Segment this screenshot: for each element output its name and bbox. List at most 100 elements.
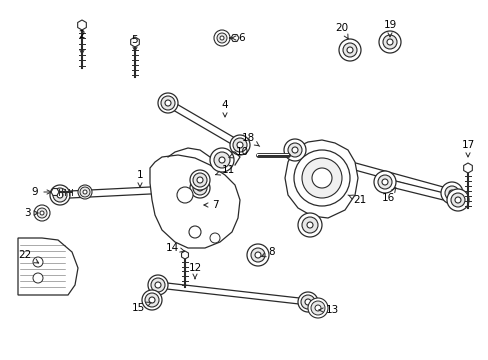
Circle shape bbox=[151, 278, 164, 292]
Circle shape bbox=[254, 252, 261, 258]
Polygon shape bbox=[130, 37, 139, 47]
Circle shape bbox=[80, 187, 90, 197]
Text: 21: 21 bbox=[347, 195, 366, 205]
Circle shape bbox=[214, 30, 229, 46]
Polygon shape bbox=[51, 189, 59, 195]
Circle shape bbox=[164, 100, 171, 106]
Circle shape bbox=[83, 190, 87, 194]
Circle shape bbox=[50, 185, 70, 205]
Circle shape bbox=[214, 152, 229, 168]
Circle shape bbox=[217, 33, 226, 43]
Text: 15: 15 bbox=[131, 302, 151, 313]
Circle shape bbox=[78, 185, 92, 199]
Text: 8: 8 bbox=[261, 247, 275, 257]
Circle shape bbox=[440, 182, 462, 204]
Circle shape bbox=[448, 190, 454, 196]
Circle shape bbox=[37, 208, 47, 218]
Circle shape bbox=[197, 177, 203, 183]
Circle shape bbox=[284, 139, 305, 161]
Circle shape bbox=[177, 187, 193, 203]
Polygon shape bbox=[150, 155, 240, 248]
Circle shape bbox=[454, 197, 460, 203]
Circle shape bbox=[311, 168, 331, 188]
Circle shape bbox=[382, 35, 396, 49]
Circle shape bbox=[447, 189, 454, 197]
Circle shape bbox=[306, 222, 312, 228]
Circle shape bbox=[453, 197, 461, 203]
Circle shape bbox=[301, 295, 314, 309]
Text: 1: 1 bbox=[137, 170, 143, 187]
Circle shape bbox=[155, 282, 161, 288]
Text: 17: 17 bbox=[461, 140, 474, 157]
Circle shape bbox=[450, 193, 464, 207]
Circle shape bbox=[297, 213, 321, 237]
Circle shape bbox=[373, 171, 395, 193]
Text: 5: 5 bbox=[131, 35, 138, 51]
Text: 22: 22 bbox=[19, 250, 39, 263]
Circle shape bbox=[381, 179, 387, 185]
Text: 3: 3 bbox=[23, 208, 38, 218]
Circle shape bbox=[378, 31, 400, 53]
Polygon shape bbox=[157, 282, 308, 305]
Text: 9: 9 bbox=[32, 187, 51, 197]
Circle shape bbox=[293, 150, 349, 206]
Circle shape bbox=[346, 47, 352, 53]
Circle shape bbox=[164, 99, 171, 107]
Polygon shape bbox=[285, 140, 357, 218]
Circle shape bbox=[310, 301, 325, 315]
Text: 2: 2 bbox=[79, 30, 85, 54]
Circle shape bbox=[232, 138, 246, 152]
Circle shape bbox=[250, 248, 264, 262]
Circle shape bbox=[155, 282, 161, 288]
Polygon shape bbox=[18, 238, 78, 295]
Text: 12: 12 bbox=[188, 263, 201, 279]
Text: 4: 4 bbox=[221, 100, 228, 117]
Circle shape bbox=[287, 143, 302, 157]
Circle shape bbox=[57, 192, 63, 198]
Circle shape bbox=[148, 275, 168, 295]
Circle shape bbox=[190, 170, 209, 190]
Circle shape bbox=[314, 305, 320, 311]
Text: 13: 13 bbox=[318, 305, 338, 315]
Circle shape bbox=[305, 299, 310, 305]
Circle shape bbox=[145, 293, 159, 307]
Text: 11: 11 bbox=[215, 165, 234, 175]
Circle shape bbox=[193, 181, 206, 195]
Circle shape bbox=[57, 192, 63, 198]
Circle shape bbox=[193, 173, 206, 187]
Circle shape bbox=[236, 141, 243, 149]
Polygon shape bbox=[384, 179, 458, 203]
Circle shape bbox=[33, 257, 43, 267]
Text: 7: 7 bbox=[203, 200, 218, 210]
Circle shape bbox=[297, 292, 317, 312]
Circle shape bbox=[342, 43, 356, 57]
Circle shape bbox=[197, 185, 203, 191]
Circle shape bbox=[291, 147, 298, 153]
Circle shape bbox=[386, 39, 392, 45]
Circle shape bbox=[34, 205, 50, 221]
Circle shape bbox=[302, 217, 317, 233]
Circle shape bbox=[338, 39, 360, 61]
Circle shape bbox=[446, 189, 468, 211]
Circle shape bbox=[189, 226, 201, 238]
Circle shape bbox=[291, 147, 297, 153]
Circle shape bbox=[196, 185, 203, 192]
Circle shape bbox=[149, 297, 155, 303]
Circle shape bbox=[377, 175, 391, 189]
Circle shape bbox=[305, 299, 310, 305]
Text: 20: 20 bbox=[335, 23, 348, 39]
Text: 10: 10 bbox=[228, 147, 248, 158]
Circle shape bbox=[307, 298, 327, 318]
Text: 19: 19 bbox=[383, 20, 396, 37]
Polygon shape bbox=[463, 163, 471, 173]
Polygon shape bbox=[166, 100, 241, 148]
Circle shape bbox=[220, 36, 224, 40]
Circle shape bbox=[209, 233, 220, 243]
Polygon shape bbox=[230, 35, 239, 41]
Circle shape bbox=[33, 273, 43, 283]
Polygon shape bbox=[78, 20, 86, 30]
Circle shape bbox=[209, 148, 234, 172]
Circle shape bbox=[444, 186, 458, 200]
Text: 16: 16 bbox=[381, 188, 395, 203]
Polygon shape bbox=[181, 251, 188, 259]
